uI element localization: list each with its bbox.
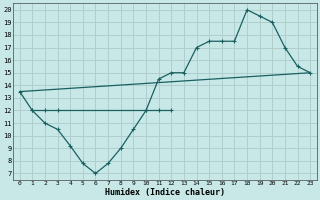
- X-axis label: Humidex (Indice chaleur): Humidex (Indice chaleur): [105, 188, 225, 197]
